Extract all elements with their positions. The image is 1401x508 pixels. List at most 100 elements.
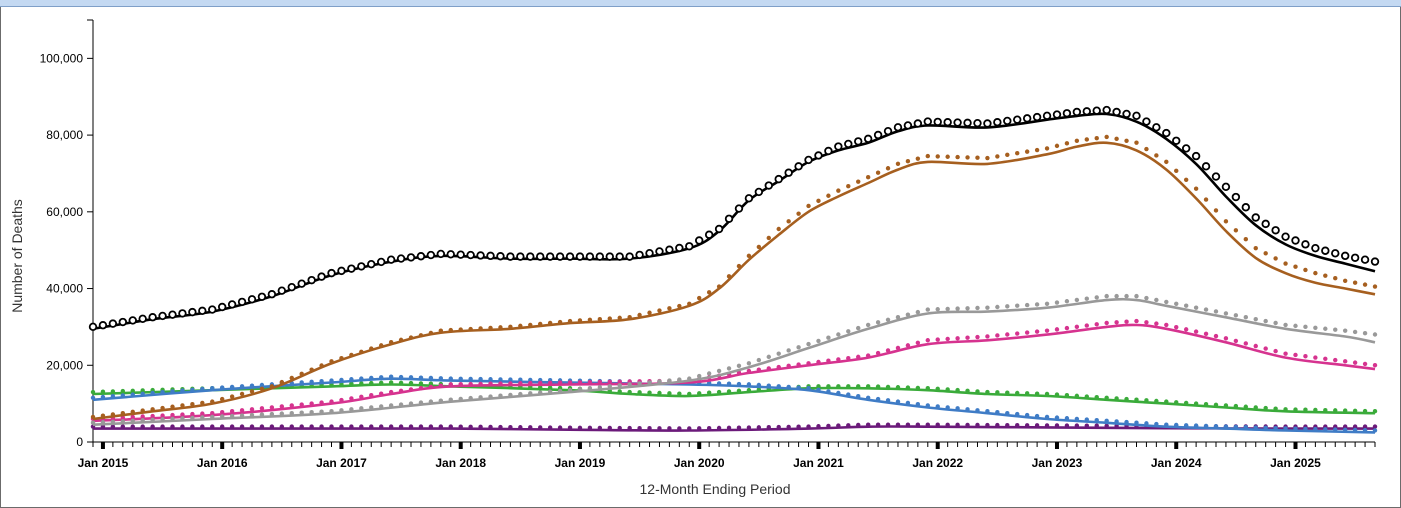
series-marker — [120, 393, 126, 398]
top-strip — [0, 0, 1401, 7]
series-marker — [379, 375, 384, 380]
series-marker — [118, 317, 128, 327]
series-marker — [647, 310, 652, 315]
series-marker — [526, 252, 535, 261]
series-marker — [518, 391, 523, 397]
series-marker — [796, 424, 801, 429]
series-marker — [237, 297, 247, 307]
series-marker — [965, 335, 970, 340]
series-marker — [1024, 149, 1030, 154]
series-marker — [1342, 278, 1348, 283]
series-marker — [1293, 426, 1298, 431]
series-marker — [369, 346, 374, 351]
series-marker — [627, 425, 632, 431]
series-marker — [567, 380, 573, 385]
series-marker — [756, 357, 762, 363]
series-marker — [776, 384, 781, 389]
series-marker — [408, 335, 414, 340]
series-marker — [1104, 423, 1109, 429]
series-marker — [1293, 323, 1298, 329]
series-marker — [677, 377, 682, 382]
series-marker — [816, 424, 821, 429]
series-marker — [428, 399, 434, 404]
series-marker — [796, 345, 801, 350]
series-marker — [1203, 423, 1209, 429]
series-marker — [488, 325, 493, 331]
series-marker — [1221, 182, 1231, 191]
series-marker — [1124, 396, 1129, 402]
series-marker — [1104, 134, 1109, 140]
series-marker — [180, 388, 185, 393]
series-marker — [1191, 151, 1201, 161]
series-marker — [538, 425, 543, 430]
series-marker — [575, 252, 585, 261]
series-marker — [697, 426, 702, 431]
series-marker — [219, 396, 225, 402]
series-marker — [955, 336, 960, 341]
series-marker — [88, 322, 98, 332]
series-marker — [1352, 424, 1358, 429]
series-marker — [577, 380, 583, 385]
series-marker — [1013, 115, 1022, 124]
series-marker — [1005, 304, 1010, 309]
series-marker — [339, 397, 344, 403]
series-marker — [1144, 398, 1149, 403]
series-marker — [1134, 318, 1139, 324]
series-marker — [965, 306, 970, 311]
series-marker — [269, 411, 275, 417]
series-marker — [677, 303, 682, 309]
series-marker — [438, 376, 444, 381]
series-marker — [140, 408, 145, 413]
series-marker — [1082, 107, 1091, 116]
series-marker — [90, 414, 96, 420]
series-group — [90, 318, 1378, 423]
series-marker — [667, 378, 672, 383]
series-marker — [895, 345, 901, 351]
series-marker — [98, 321, 108, 330]
series-marker — [1132, 111, 1141, 121]
series-marker — [746, 368, 752, 374]
series-marker — [905, 312, 911, 317]
series-marker — [1054, 423, 1060, 428]
series-marker — [935, 337, 940, 342]
series-marker — [925, 338, 930, 343]
series-marker — [1333, 357, 1338, 363]
series-marker — [150, 413, 155, 419]
series-marker — [557, 319, 563, 325]
series-marker — [706, 380, 712, 386]
series-marker — [130, 392, 135, 397]
series-marker — [597, 379, 603, 385]
series-marker — [379, 404, 384, 409]
series-marker — [1181, 144, 1191, 153]
series-marker — [637, 381, 642, 386]
series-marker — [776, 424, 781, 430]
series-marker — [1342, 424, 1348, 429]
series-marker — [667, 426, 672, 431]
series-marker — [826, 358, 831, 363]
series-marker — [110, 389, 116, 394]
series-marker — [746, 382, 752, 387]
series-marker — [577, 318, 583, 323]
series-marker — [955, 154, 960, 160]
series-marker — [1044, 328, 1050, 333]
series-marker — [1052, 110, 1062, 119]
series-marker — [1233, 403, 1239, 409]
series-marker — [675, 243, 684, 253]
series-marker — [925, 386, 930, 391]
series-marker — [617, 425, 622, 431]
series-marker — [160, 413, 165, 418]
series-marker — [885, 384, 891, 390]
series-marker — [766, 366, 771, 371]
series-marker — [1233, 313, 1239, 318]
series-marker — [170, 404, 175, 409]
series-marker — [915, 422, 921, 427]
series-marker — [1323, 407, 1328, 413]
series-marker — [925, 422, 930, 427]
series-marker — [716, 284, 722, 289]
series-marker — [1094, 423, 1099, 428]
series-marker — [438, 424, 444, 429]
series-marker — [1084, 394, 1089, 399]
series-marker — [369, 375, 374, 381]
series-marker — [1074, 297, 1080, 303]
series-marker — [1134, 397, 1139, 402]
